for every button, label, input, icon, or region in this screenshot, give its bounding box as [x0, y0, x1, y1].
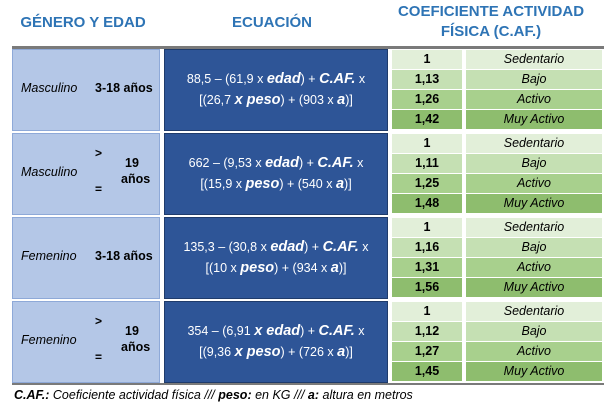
equation-line-1: 354 – (6,91 x edad) + C.AF. x	[187, 323, 365, 339]
table-block-masculino-3-18: Masculino 3-18 años 88,5 – (61,9 x edad)…	[12, 49, 604, 131]
caf-label: Muy Activo	[466, 278, 602, 297]
equation-cell: 135,3 – (30,8 x edad) + C.AF. x [(10 x p…	[164, 217, 388, 299]
footnote-a-text: altura en metros	[319, 388, 413, 402]
caf-label: Bajo	[466, 238, 602, 257]
header-coefficient: COEFICIENTE ACTIVIDAD FÍSICA (C.AF.)	[382, 2, 600, 42]
age-number: 19	[125, 156, 139, 170]
caf-value: 1,56	[392, 278, 462, 297]
caf-value: 1,48	[392, 194, 462, 213]
equation-line-2: [(10 x peso) + (934 x a)]	[205, 260, 347, 276]
equation-cell: 88,5 – (61,9 x edad) + C.AF. x [(26,7 x …	[164, 49, 388, 131]
age-number: 19	[125, 324, 139, 338]
age-unit: años	[121, 172, 151, 186]
age-range: 3-18 años	[95, 249, 153, 263]
header-gender-age: GÉNERO Y EDAD	[20, 14, 146, 31]
gender-age-cell: Femenino 3-18 años	[12, 217, 160, 299]
gender-label: Masculino	[21, 81, 78, 95]
caf-label: Activo	[466, 258, 602, 277]
gender-label: Masculino	[21, 165, 78, 179]
equal-symbol: =	[95, 350, 103, 364]
caf-label: Bajo	[466, 70, 602, 89]
caf-value: 1	[392, 50, 462, 69]
caf-value: 1	[392, 302, 462, 321]
equation-line-2: [(15,9 x peso) + (540 x a)]	[200, 176, 352, 192]
equation-table: Masculino 3-18 años 88,5 – (61,9 x edad)…	[12, 49, 604, 383]
equation-line-1: 662 – (9,53 x edad) + C.AF. x	[188, 155, 364, 171]
table-block-femenino-19: Femenino > = 19 años 354 – (6,91 x edad)…	[12, 301, 604, 383]
table-block-masculino-19: Masculino > = 19 años 662 – (9,53 x edad…	[12, 133, 604, 215]
equation-line-2: [(9,36 x peso) + (726 x a)]	[199, 344, 353, 360]
caf-value: 1	[392, 218, 462, 237]
caf-label: Activo	[466, 90, 602, 109]
gender-age-cell: Masculino > = 19 años	[12, 133, 160, 215]
equation-cell: 662 – (9,53 x edad) + C.AF. x [(15,9 x p…	[164, 133, 388, 215]
caf-label: Muy Activo	[466, 110, 602, 129]
gender-label: Femenino	[21, 249, 77, 263]
caf-value: 1,42	[392, 110, 462, 129]
equation-line-1: 88,5 – (61,9 x edad) + C.AF. x	[186, 71, 366, 87]
caf-label: Sedentario	[466, 218, 602, 237]
caf-label: Bajo	[466, 322, 602, 341]
gender-age-cell: Masculino 3-18 años	[12, 49, 160, 131]
caf-label: Bajo	[466, 154, 602, 173]
header-equation: ECUACIÓN	[231, 14, 312, 31]
footnote-peso-text: en KG ///	[251, 388, 308, 402]
caf-value: 1,12	[392, 322, 462, 341]
equal-symbol: =	[95, 182, 103, 196]
top-rule	[12, 46, 604, 49]
caf-value: 1,11	[392, 154, 462, 173]
table-block-femenino-3-18: Femenino 3-18 años 135,3 – (30,8 x edad)…	[12, 217, 604, 299]
caf-value: 1,27	[392, 342, 462, 361]
caf-value: 1,45	[392, 362, 462, 381]
footnote-caf-label: C.AF.:	[14, 388, 50, 402]
caf-label: Activo	[466, 174, 602, 193]
greater-than-symbol: >	[95, 146, 103, 160]
equation-line-2: [(26,7 x peso) + (903 x a)]	[199, 92, 353, 108]
header-coefficient-line1: COEFICIENTE ACTIVIDAD	[397, 3, 585, 20]
caf-value: 1,16	[392, 238, 462, 257]
caf-value: 1,26	[392, 90, 462, 109]
gender-age-cell: Femenino > = 19 años	[12, 301, 160, 383]
caf-label: Muy Activo	[466, 362, 602, 381]
footnote-a-label: a:	[307, 388, 320, 402]
caf-value: 1	[392, 134, 462, 153]
caf-label: Activo	[466, 342, 602, 361]
caf-value: 1,13	[392, 70, 462, 89]
caf-value: 1,25	[392, 174, 462, 193]
gender-label: Femenino	[21, 333, 77, 347]
caf-label: Muy Activo	[466, 194, 602, 213]
footnote-peso-label: peso:	[218, 388, 252, 402]
caf-label: Sedentario	[466, 302, 602, 321]
greater-than-symbol: >	[95, 314, 103, 328]
age-unit: años	[121, 340, 151, 354]
footnote: C.AF.: Coeficiente actividad física /// …	[14, 388, 413, 402]
equation-line-1: 135,3 – (30,8 x edad) + C.AF. x	[183, 239, 369, 255]
caf-label: Sedentario	[466, 134, 602, 153]
header-coefficient-line2: FÍSICA (C.AF.)	[440, 23, 542, 40]
caf-value: 1,31	[392, 258, 462, 277]
equation-cell: 354 – (6,91 x edad) + C.AF. x [(9,36 x p…	[164, 301, 388, 383]
footnote-caf-text: Coeficiente actividad física ///	[49, 388, 219, 402]
caf-label: Sedentario	[466, 50, 602, 69]
age-range: 3-18 años	[95, 81, 153, 95]
bottom-rule	[12, 383, 604, 385]
